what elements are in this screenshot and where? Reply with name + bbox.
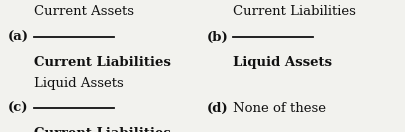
Text: Current Liabilities: Current Liabilities [34, 127, 171, 132]
Text: (b): (b) [207, 30, 228, 43]
Text: (c): (c) [8, 102, 29, 115]
Text: Liquid Assets: Liquid Assets [34, 77, 124, 90]
Text: Current Liabilities: Current Liabilities [233, 5, 356, 18]
Text: (d): (d) [207, 102, 228, 115]
Text: Current Assets: Current Assets [34, 5, 134, 18]
Text: Liquid Assets: Liquid Assets [233, 56, 332, 69]
Text: None of these: None of these [233, 102, 326, 115]
Text: Current Liabilities: Current Liabilities [34, 56, 171, 69]
Text: (a): (a) [8, 30, 29, 43]
